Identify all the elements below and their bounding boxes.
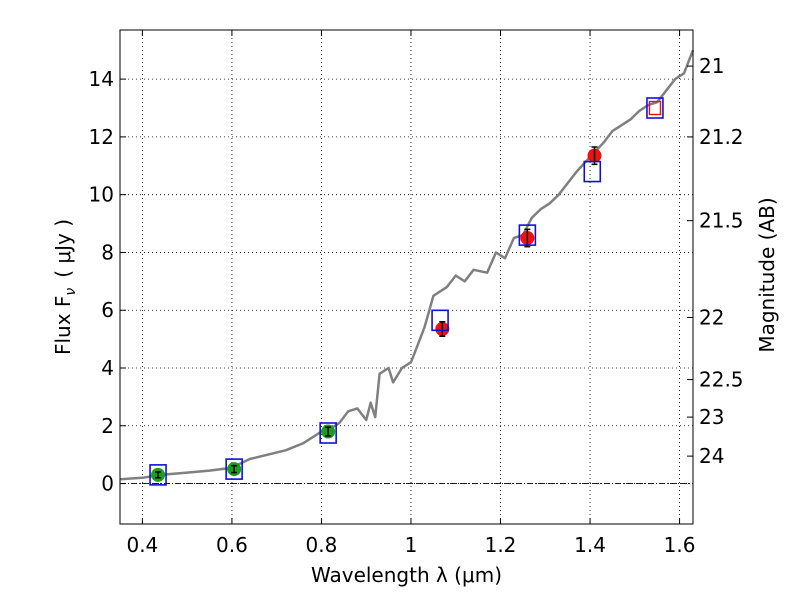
y-axis-title: Flux Fν ( μJy ) xyxy=(51,219,79,355)
y-axis-title-main: Flux F xyxy=(51,296,75,355)
x-tick-label: 0.8 xyxy=(306,533,338,557)
y-tick-label: 8 xyxy=(101,240,114,264)
y-axis-title-unit: ( μJy ) xyxy=(51,219,75,278)
x-axis-title: Wavelength λ (μm) xyxy=(311,563,502,587)
model-square-marker xyxy=(149,464,167,486)
right-axis-title: Magnitude (AB) xyxy=(755,197,779,352)
axis-ticks: 0.4 0.6 0.8 1 1.2 1.4 1.6024681012142121.221.5… xyxy=(89,30,744,557)
x-tick-label: 1 xyxy=(405,533,418,557)
right-tick-label: 22 xyxy=(699,305,724,329)
model-spectrum xyxy=(119,49,695,481)
x-tick-label: 1.2 xyxy=(485,533,517,557)
right-tick-label: 24 xyxy=(699,444,724,468)
right-tick-label: 22.5 xyxy=(699,368,744,392)
x-tick-label: 1.4 xyxy=(574,533,606,557)
open-square-marker xyxy=(648,100,662,116)
y-axis-title-subscript: ν xyxy=(63,288,79,296)
y-tick-label: 0 xyxy=(101,472,114,496)
model-square-marker xyxy=(431,309,449,332)
y-tick-label: 4 xyxy=(101,356,114,380)
x-tick-label: 1.6 xyxy=(664,533,696,557)
y-tick-label: 2 xyxy=(101,414,114,438)
plot-frame xyxy=(119,29,694,525)
model-square-marker xyxy=(583,160,602,183)
right-tick-label: 21.5 xyxy=(699,209,744,233)
model-square-marker xyxy=(319,422,337,444)
model-square-marker xyxy=(646,97,664,119)
y-tick-label: 6 xyxy=(101,298,114,322)
y-tick-label: 12 xyxy=(89,125,114,149)
model-spectrum-line xyxy=(119,49,695,481)
right-tick-label: 21 xyxy=(699,54,724,78)
y-tick-label: 14 xyxy=(89,67,114,91)
right-tick-label: 21.2 xyxy=(699,125,744,149)
grid xyxy=(120,30,693,524)
x-tick-label: 0.4 xyxy=(126,533,158,557)
y-tick-label: 10 xyxy=(89,183,114,207)
model-square-marker xyxy=(518,224,537,246)
right-tick-label: 23 xyxy=(699,405,724,429)
model-square-marker xyxy=(225,458,243,480)
photometry-points xyxy=(149,97,664,486)
x-tick-label: 0.6 xyxy=(216,533,248,557)
